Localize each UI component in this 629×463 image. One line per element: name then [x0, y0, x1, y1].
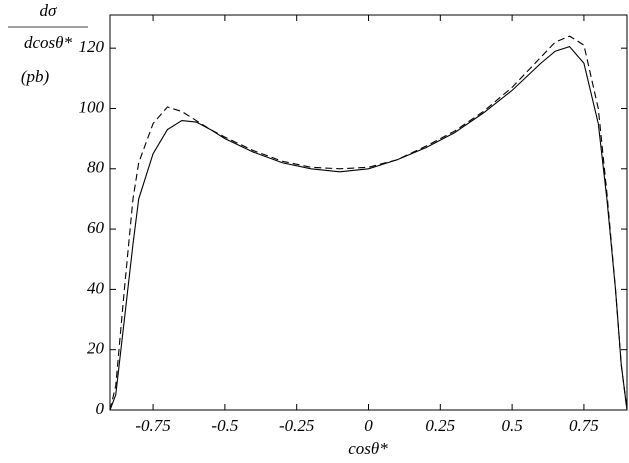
y-tick-label: 60: [87, 218, 105, 237]
plot-frame: [109, 14, 628, 411]
x-tick-label: 0.25: [425, 416, 455, 435]
x-label: cosθ*: [348, 439, 388, 458]
x-tick-label: 0.5: [501, 416, 522, 435]
y-label: dσ: [40, 1, 58, 20]
x-tick-label: -0.5: [211, 416, 238, 435]
x-tick-label: -0.75: [135, 416, 170, 435]
y-tick-label: 120: [79, 37, 105, 56]
y-label: (pb): [21, 67, 50, 86]
y-tick-label: 20: [87, 339, 105, 358]
y-tick-label: 80: [87, 158, 105, 177]
x-tick-label: 0: [364, 416, 373, 435]
y-tick-label: 100: [79, 97, 105, 116]
series-line: [109, 46, 628, 411]
x-tick-label: -0.25: [279, 416, 314, 435]
series-line: [109, 35, 628, 411]
x-tick-label: 0.75: [569, 416, 599, 435]
y-label: dcosθ*: [24, 33, 73, 52]
y-tick-label: 0: [96, 399, 105, 418]
y-tick-label: 40: [87, 278, 105, 297]
